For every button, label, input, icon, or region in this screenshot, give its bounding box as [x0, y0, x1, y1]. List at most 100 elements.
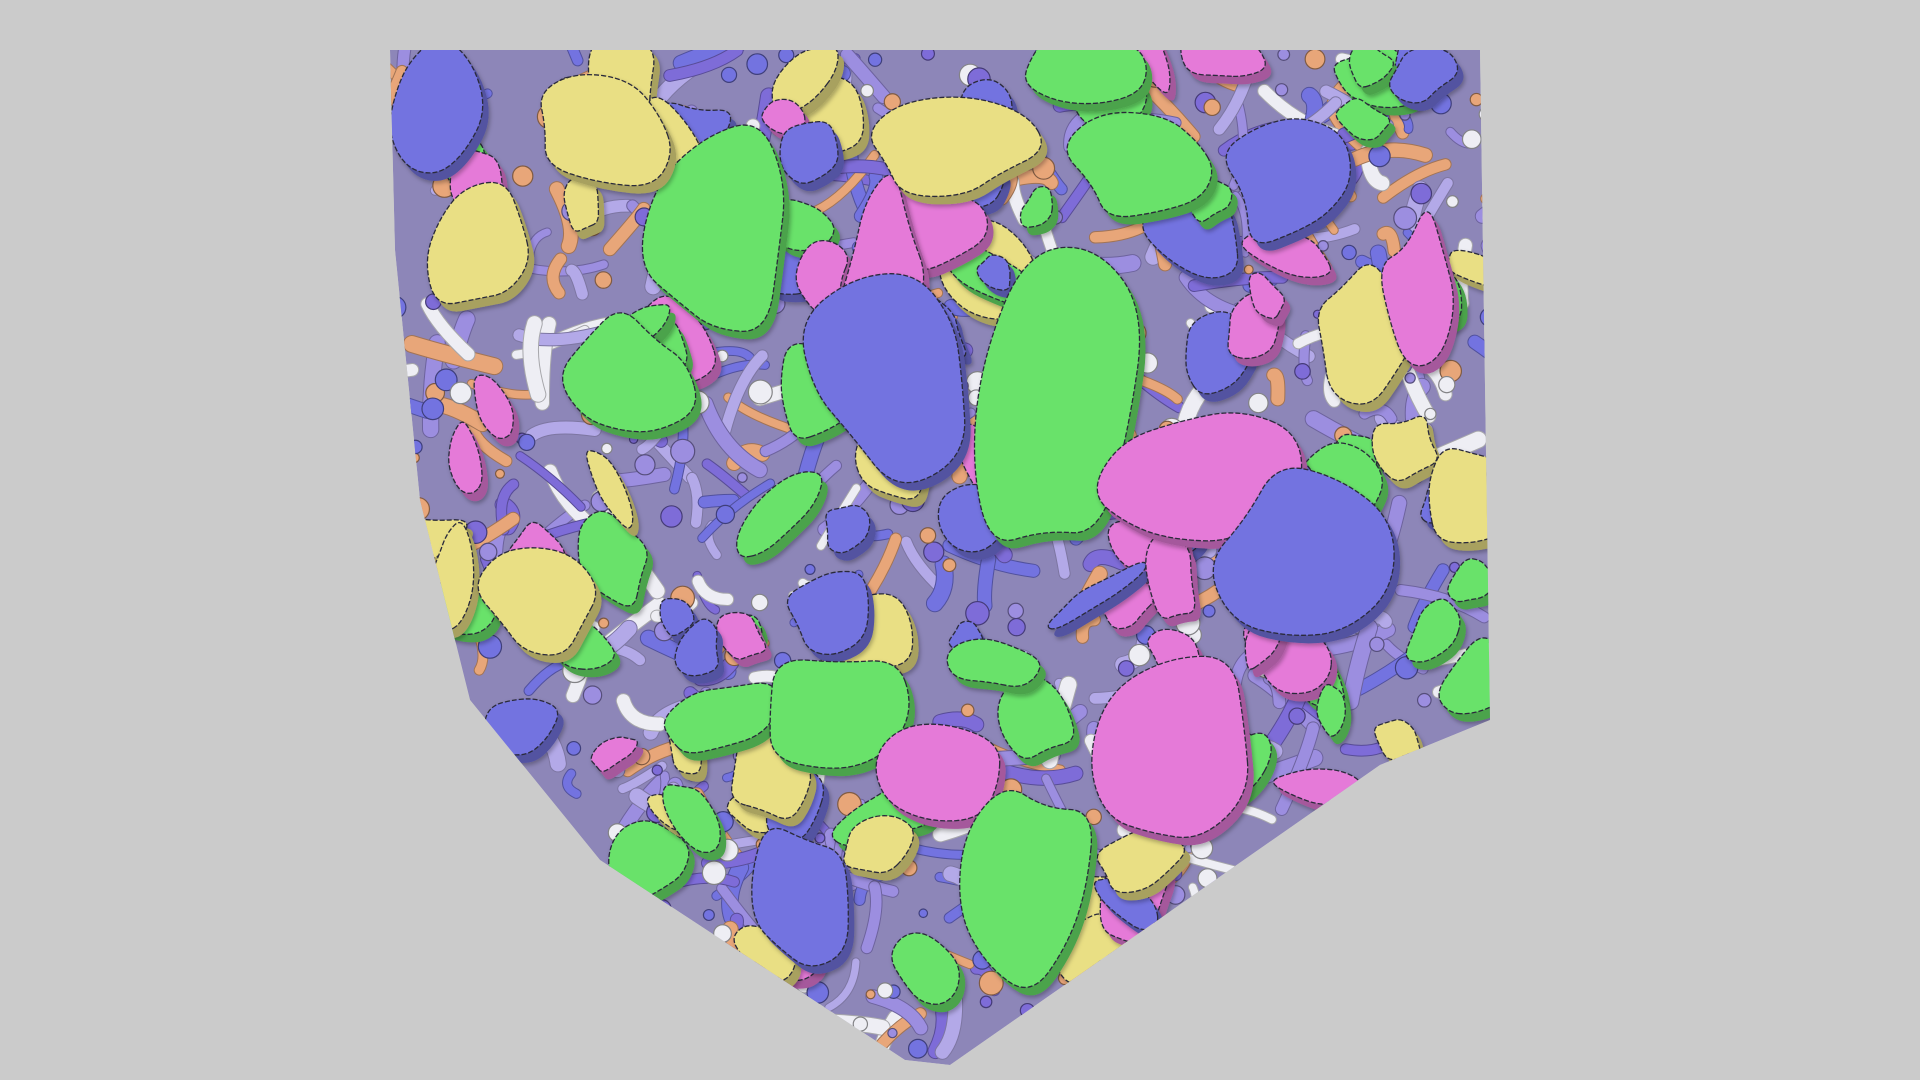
grain-layer	[390, 50, 1490, 1013]
grain	[590, 736, 644, 780]
grain-face	[1093, 873, 1159, 931]
fiber-strand	[698, 479, 775, 542]
bead	[920, 50, 936, 61]
grain	[1047, 561, 1153, 637]
grain-face	[1428, 448, 1490, 544]
bead	[1128, 643, 1151, 667]
grain	[477, 547, 602, 663]
bead	[865, 989, 876, 1000]
fiber-strand	[1342, 619, 1378, 710]
fiber-strand	[698, 396, 767, 478]
bead	[907, 1038, 928, 1059]
grain-face	[663, 682, 779, 754]
grain	[1019, 185, 1059, 236]
grain-face	[870, 96, 1042, 198]
grain-face	[577, 510, 648, 607]
fiber-strand	[825, 958, 860, 1012]
bead	[1461, 129, 1482, 150]
bead	[1445, 195, 1459, 209]
grain-face	[563, 177, 600, 232]
bead	[1117, 660, 1135, 677]
grain	[1335, 97, 1396, 148]
grain-face	[390, 50, 484, 174]
grain	[1389, 50, 1464, 111]
bead	[421, 397, 445, 421]
fiber-strand	[1188, 271, 1288, 292]
fiber-strand	[467, 422, 512, 467]
fiber-strand	[390, 65, 408, 113]
grain	[769, 659, 915, 777]
grain	[1225, 118, 1357, 251]
bead	[434, 368, 458, 392]
grain	[473, 374, 520, 447]
fiber-strand	[1348, 143, 1432, 166]
bead	[582, 685, 603, 705]
grain-face	[786, 570, 870, 656]
bead	[860, 83, 875, 98]
grain	[663, 682, 785, 761]
fiber-strand	[933, 712, 984, 732]
bead	[804, 563, 816, 575]
grain-face	[477, 547, 597, 656]
bead	[1007, 602, 1024, 620]
grain-side	[1054, 570, 1153, 637]
bead	[1277, 50, 1291, 61]
grain-face	[641, 124, 785, 332]
grain	[946, 638, 1046, 695]
grain	[870, 96, 1048, 205]
grain-face	[1066, 111, 1213, 218]
grain-face	[1091, 655, 1249, 839]
grain	[1180, 50, 1272, 85]
grain-face	[1335, 97, 1391, 141]
grain	[1024, 50, 1153, 112]
bead	[965, 600, 990, 626]
grain-face	[1129, 50, 1171, 94]
bead	[512, 165, 534, 187]
bead	[1404, 372, 1416, 384]
bead	[1294, 363, 1311, 380]
grain-face	[1389, 50, 1459, 104]
fiber-strand	[616, 694, 667, 731]
bead	[1288, 707, 1306, 725]
grain-face	[473, 374, 514, 439]
grain-face	[959, 789, 1093, 989]
bead	[1424, 407, 1437, 421]
grain-face	[662, 784, 721, 853]
bead	[1243, 264, 1254, 275]
bead	[594, 271, 613, 289]
grain	[843, 815, 920, 881]
grain	[786, 570, 875, 663]
bead	[715, 504, 736, 525]
grain	[891, 932, 966, 1013]
grain	[662, 784, 727, 861]
grain-face	[736, 471, 823, 558]
grain	[540, 74, 677, 194]
grain	[641, 124, 790, 340]
bead	[1317, 240, 1329, 252]
grain	[1447, 558, 1490, 610]
grain-face	[448, 421, 483, 494]
bead	[867, 52, 883, 67]
bead	[566, 740, 582, 756]
fiber-strand	[548, 50, 583, 66]
bead	[1438, 375, 1456, 394]
bead	[702, 908, 715, 922]
bead	[1085, 808, 1102, 826]
fiber-strand	[390, 377, 434, 418]
grain-face	[1447, 558, 1490, 603]
fiber-strand	[566, 264, 588, 300]
grain	[1381, 211, 1460, 374]
grain	[1248, 272, 1291, 327]
grain-face	[1348, 50, 1394, 88]
grain-face	[674, 618, 719, 677]
bead	[876, 982, 894, 999]
bead	[960, 703, 975, 718]
grain	[1438, 637, 1490, 722]
fiber-strand	[1083, 550, 1129, 572]
grain	[426, 181, 535, 312]
grain	[1348, 50, 1400, 95]
grain-face	[1180, 50, 1266, 78]
grain-face	[426, 181, 529, 305]
bead	[1203, 98, 1221, 117]
